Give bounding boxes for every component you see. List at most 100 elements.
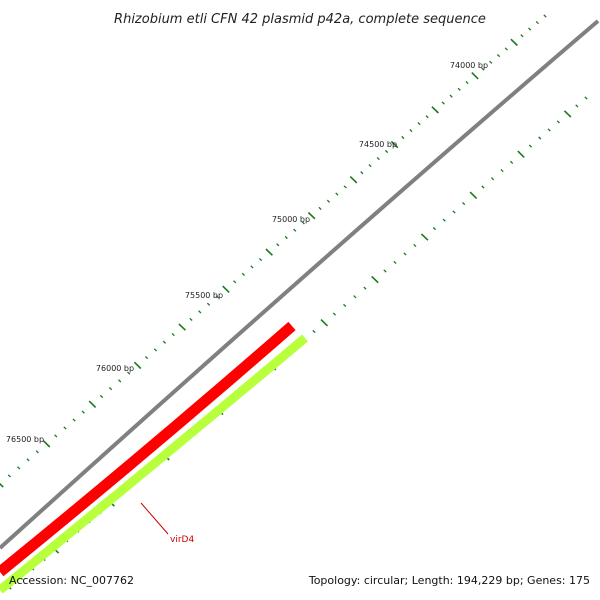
outer-tick-minor: [63, 426, 67, 430]
outer-tick-minor: [335, 192, 339, 196]
inner-tick-major: [517, 150, 525, 158]
inner-tick-minor: [312, 329, 316, 334]
outer-tick-major: [471, 72, 479, 80]
inner-tick-minor: [403, 252, 407, 256]
outer-tick-minor: [293, 228, 297, 232]
tick-label: 74000 bp: [450, 61, 488, 70]
outer-tick-minor: [17, 466, 21, 470]
outer-tick-minor: [535, 20, 539, 25]
outer-tick-minor: [144, 356, 149, 360]
outer-tick-major: [265, 248, 273, 256]
inner-tick-minor: [556, 120, 560, 124]
outer-tick-major: [307, 211, 316, 220]
outer-tick-minor: [198, 310, 202, 314]
outer-tick-minor: [171, 333, 175, 337]
outer-tick-minor: [520, 34, 524, 38]
inner-tick-minor: [584, 96, 588, 100]
accession-text: Accession: NC_007762: [9, 574, 135, 587]
outer-tick-minor: [343, 185, 347, 189]
topology-summary: Topology: circular; Length: 194,229 bp; …: [308, 574, 590, 587]
inner-tick-major: [420, 233, 429, 241]
outer-tick-minor: [118, 379, 122, 383]
tick-label: 75000 bp: [272, 215, 310, 224]
inner-tick-minor: [332, 312, 337, 316]
outer-tick-minor: [489, 60, 493, 64]
inner-tick-major: [469, 191, 478, 199]
inner-tick-minor: [413, 243, 417, 248]
outer-tick-minor: [441, 101, 445, 105]
outer-tick-minor: [233, 280, 237, 284]
outer-tick-minor: [326, 199, 331, 203]
outer-tick-minor: [258, 257, 263, 262]
outer-tick-minor: [301, 221, 305, 225]
outer-tick-minor: [284, 235, 288, 240]
outer-tick-minor: [457, 87, 461, 91]
outer-tick-minor: [99, 394, 104, 399]
inner-tick-minor: [343, 303, 347, 307]
inner-tick-minor: [383, 269, 387, 273]
outer-tick-minor: [465, 80, 469, 85]
outer-tick-minor: [425, 115, 429, 119]
inner-tick-minor: [442, 218, 446, 222]
inner-tick-minor: [575, 104, 579, 108]
outer-tick-minor: [153, 348, 158, 352]
outer-tick-minor: [127, 371, 131, 375]
outer-tick-minor: [504, 47, 508, 51]
inner-tick-minor: [353, 295, 357, 299]
outer-tick-minor: [449, 94, 453, 98]
outer-tick-minor: [376, 156, 380, 161]
orf-arc[interactable]: [0, 334, 308, 594]
outer-tick-major: [222, 285, 230, 293]
outer-tick-minor: [54, 434, 58, 438]
outer-tick-minor: [417, 122, 421, 126]
outer-tick-major: [349, 176, 358, 184]
outer-tick-minor: [35, 450, 39, 454]
gene-arc-virD4[interactable]: [0, 321, 296, 577]
tick-label: 74500 bp: [359, 140, 397, 149]
tick-labels: 74000 bp 74500 bp 75000 bp 75500 bp 76000 bp…: [6, 61, 488, 444]
gene-label-leader: [140, 502, 169, 535]
outer-tick-major: [431, 106, 439, 114]
outer-tick-minor: [528, 27, 532, 31]
inner-tick-major: [563, 110, 572, 118]
outer-tick-major: [510, 38, 518, 47]
outer-tick-minor: [409, 128, 413, 133]
outer-tick-minor: [250, 265, 254, 269]
outer-tick-minor: [496, 54, 501, 58]
outer-tick-minor: [368, 164, 372, 168]
outer-tick-minor: [401, 135, 405, 140]
inner-tick-minor: [432, 227, 437, 231]
map-title: Rhizobium etli CFN 42 plasmid p42a, comp…: [114, 12, 486, 27]
inner-tick-minor: [462, 201, 466, 206]
outer-tick-minor: [162, 340, 167, 344]
outer-tick-major: [88, 400, 97, 408]
inner-tick-major: [371, 275, 379, 284]
outer-tick-minor: [26, 458, 30, 462]
backbone-circle: [0, 19, 600, 550]
outer-tick-major: [178, 323, 186, 331]
outer-tick-minor: [543, 14, 547, 18]
tick-label: 75500 bp: [185, 291, 223, 300]
outer-tick-minor: [206, 302, 211, 306]
outer-tick-minor: [72, 418, 76, 422]
outer-tick-minor: [360, 171, 364, 175]
outer-tick-minor: [7, 474, 11, 478]
inner-tick-minor: [509, 160, 514, 164]
inner-tick-minor: [490, 177, 495, 181]
outer-tick-minor: [481, 67, 485, 71]
outer-tick-minor: [81, 410, 85, 414]
outer-tick-minor: [108, 387, 113, 391]
inner-tick-minor: [500, 168, 504, 173]
outer-tick-minor: [318, 206, 322, 211]
outer-tick-major: [0, 482, 4, 488]
inner-tick-minor: [393, 260, 397, 265]
outer-tick-minor: [384, 149, 389, 154]
outer-tick-marks: [0, 14, 547, 488]
outer-tick-minor: [276, 243, 280, 247]
outer-tick-major: [42, 440, 51, 448]
inner-tick-minor: [481, 185, 485, 189]
outer-tick-minor: [241, 272, 245, 276]
outer-tick-major: [390, 140, 399, 149]
tick-label: 76500 bp: [6, 435, 44, 444]
